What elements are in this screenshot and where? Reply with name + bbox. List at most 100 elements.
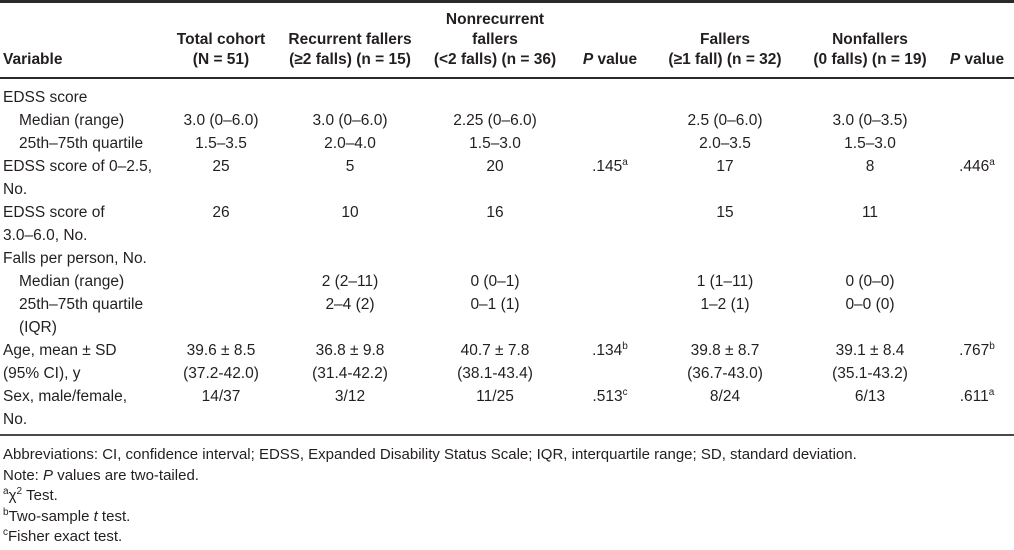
- table-cell: 5: [345, 158, 355, 175]
- table-cell: 1.5–3.0: [469, 135, 521, 152]
- table-cell: 3.0 (0–6.0): [183, 112, 259, 129]
- footnote-c: cFisher exact test.: [3, 527, 1011, 548]
- table-cell: 8: [865, 158, 875, 175]
- p-value-italic: P: [949, 51, 961, 68]
- table-cell: 14/37: [201, 388, 241, 405]
- row-label: EDSS score of 3.0–6.0, No.: [3, 204, 105, 244]
- table-cell: 2.25 (0–6.0): [453, 112, 537, 129]
- footnote-c-text: Fisher exact test.: [8, 528, 123, 545]
- header-nonfallers: Nonfallers (0 falls) (n = 19): [813, 31, 927, 68]
- table-cell: [650, 78, 800, 109]
- table-row: Median (range) 3.0 (0–6.0) 3.0 (0–6.0) 2.25…: [0, 109, 1014, 132]
- table-cell: 11/25: [476, 388, 514, 405]
- row-label: Median (range): [19, 112, 125, 129]
- table-cell: .446a: [940, 155, 1014, 201]
- p-value-text: .767: [959, 342, 990, 359]
- table-footnotes: Abbreviations: CI, confidence interval; …: [0, 436, 1014, 548]
- table-row: Age, mean ± SD (95% CI), y 39.6 ± 8.5 (37…: [0, 339, 1014, 385]
- footnote-b-t-italic: t: [93, 507, 98, 525]
- table-cell: 2.0–4.0: [324, 135, 376, 152]
- table-row: Median (range) 2 (2–11) 0 (0–1) 1 (1–11) 0 (…: [0, 270, 1014, 293]
- header-total-cohort: Total cohort (N = 51): [176, 31, 266, 68]
- table-cell: 40.7 ± 7.8 (38.1-43.4): [457, 342, 533, 382]
- footnote-a-text: Test.: [22, 487, 58, 504]
- table-cell: [280, 78, 420, 109]
- table-row: Sex, male/female, No. 14/37 3/12 11/25 .513c…: [0, 385, 1014, 435]
- table-cell: .134b: [570, 339, 650, 385]
- table-cell: [162, 293, 280, 339]
- table-cell: [570, 201, 650, 247]
- footnote-marker: a: [988, 386, 995, 398]
- table-cell: 1–2 (1): [700, 296, 750, 313]
- header-nonrecurrent-fallers: Nonrecurrent fallers (<2 falls) (n = 36): [433, 11, 557, 68]
- table-cell: 0–1 (1): [470, 296, 520, 313]
- table-cell: 1.5–3.5: [195, 135, 247, 152]
- table-cell: 10: [341, 204, 359, 221]
- p-value-text: .446: [959, 158, 990, 175]
- table-cell: 1.5–3.0: [844, 135, 896, 152]
- table-cell: [940, 132, 1014, 155]
- table-cell: 8/24: [709, 388, 741, 405]
- table-cell: 25: [212, 158, 230, 175]
- note-p-italic: P: [43, 466, 54, 484]
- header-p-value-1: P value: [570, 2, 650, 79]
- table-cell: [420, 247, 570, 270]
- table-cell: [940, 109, 1014, 132]
- row-label: EDSS score: [3, 89, 88, 106]
- row-label: 25th–75th quartile: [19, 135, 144, 152]
- table-cell: [570, 270, 650, 293]
- table-row: 25th–75th quartile 1.5–3.5 2.0–4.0 1.5–3.0 2…: [0, 132, 1014, 155]
- table-cell: 2 (2–11): [321, 273, 379, 290]
- row-label: Falls per person, No.: [3, 250, 147, 267]
- table-cell: 0 (0–1): [470, 273, 520, 290]
- table-cell: [940, 270, 1014, 293]
- table-cell: [940, 201, 1014, 247]
- table-cell: 39.8 ± 8.7 (36.7-43.0): [687, 342, 763, 382]
- table-cell: [800, 247, 940, 270]
- table-cell: .513c: [570, 385, 650, 435]
- row-label: Age, mean ± SD (95% CI), y: [3, 342, 117, 382]
- table-row: EDSS score of 3.0–6.0, No. 26 10 16 15 11: [0, 201, 1014, 247]
- table-cell: [940, 293, 1014, 339]
- table-cell: [570, 293, 650, 339]
- chi-exponent: 2: [16, 486, 22, 497]
- table-cell: 6/13: [854, 388, 886, 405]
- table-cell: 36.8 ± 9.8 (31.4-42.2): [312, 342, 388, 382]
- row-label: EDSS score of 0–2.5, No.: [3, 158, 153, 198]
- table-cell: [420, 78, 570, 109]
- table-cell: 17: [716, 158, 734, 175]
- table-cell: 11: [861, 204, 879, 221]
- table-cell: [940, 247, 1014, 270]
- p-value-text: .134: [592, 342, 623, 359]
- p-value-text: .513: [592, 388, 623, 405]
- chi-symbol: χ: [8, 487, 17, 504]
- footnote-b-pre: Two-sample: [8, 507, 94, 525]
- table-cell: 20: [486, 158, 504, 175]
- header-variable: Variable: [3, 51, 63, 68]
- row-label: Sex, male/female, No.: [3, 388, 128, 428]
- table-cell: [570, 247, 650, 270]
- table-cell: [940, 78, 1014, 109]
- table-row: Falls per person, No.: [0, 247, 1014, 270]
- table-cell: [162, 78, 280, 109]
- table-cell: 2–4 (2): [325, 296, 375, 313]
- table-row: EDSS score: [0, 78, 1014, 109]
- clinical-characteristics-table: Variable Total cohort (N = 51) Recurrent…: [0, 0, 1014, 435]
- header-p-value-2: P value: [940, 2, 1014, 79]
- table-cell: [570, 78, 650, 109]
- table-cell: [800, 78, 940, 109]
- p-value-rest: value: [960, 51, 1005, 68]
- footnote-marker: b: [989, 340, 995, 352]
- table-body: EDSS score Median (range) 3.0 (0–6.0) 3.0 (…: [0, 78, 1014, 435]
- note-prefix: Note:: [3, 466, 44, 484]
- footnote-c-marker: c: [3, 527, 8, 538]
- table-cell: [570, 109, 650, 132]
- table-cell: 2.5 (0–6.0): [687, 112, 763, 129]
- table-row: 25th–75th quartile (IQR) 2–4 (2) 0–1 (1) 1–…: [0, 293, 1014, 339]
- table-cell: .767b: [940, 339, 1014, 385]
- table-cell: 3/12: [334, 388, 366, 405]
- table-cell: 39.1 ± 8.4 (35.1-43.2): [832, 342, 908, 382]
- p-value-italic: P: [582, 51, 594, 68]
- table-cell: 39.6 ± 8.5 (37.2-42.0): [183, 342, 259, 382]
